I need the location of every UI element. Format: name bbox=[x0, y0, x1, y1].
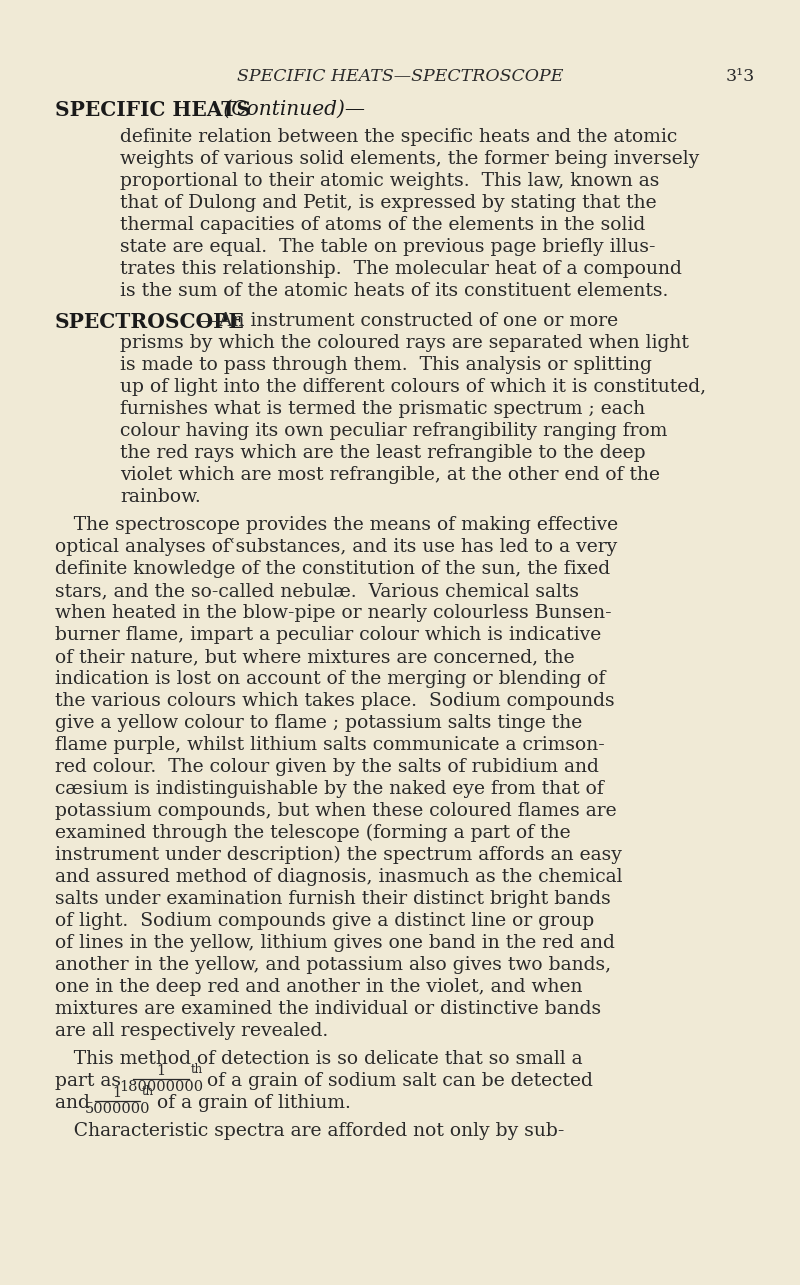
Text: and assured method of diagnosis, inasmuch as the chemical: and assured method of diagnosis, inasmuc… bbox=[55, 867, 622, 885]
Text: rainbow.: rainbow. bbox=[120, 488, 201, 506]
Text: SPECTROSCOPE: SPECTROSCOPE bbox=[55, 312, 245, 332]
Text: when heated in the blow-pipe or nearly colourless Bunsen-: when heated in the blow-pipe or nearly c… bbox=[55, 604, 612, 622]
Text: Characteristic spectra are afforded not only by sub-: Characteristic spectra are afforded not … bbox=[55, 1122, 564, 1140]
Text: red colour.  The colour given by the salts of rubidium and: red colour. The colour given by the salt… bbox=[55, 758, 599, 776]
Text: 1: 1 bbox=[157, 1064, 166, 1078]
Text: is the sum of the atomic heats of its constituent elements.: is the sum of the atomic heats of its co… bbox=[120, 281, 668, 299]
Text: the red rays which are the least refrangible to the deep: the red rays which are the least refrang… bbox=[120, 445, 646, 463]
Text: prisms by which the coloured rays are separated when light: prisms by which the coloured rays are se… bbox=[120, 334, 689, 352]
Text: of lines in the yellow, lithium gives one band in the red and: of lines in the yellow, lithium gives on… bbox=[55, 934, 615, 952]
Text: potassium compounds, but when these coloured flames are: potassium compounds, but when these colo… bbox=[55, 802, 617, 820]
Text: instrument under description) the spectrum affords an easy: instrument under description) the spectr… bbox=[55, 846, 622, 865]
Text: This method of detection is so delicate that so small a: This method of detection is so delicate … bbox=[55, 1050, 582, 1068]
Text: SPECIFIC HEATS—SPECTROSCOPE: SPECIFIC HEATS—SPECTROSCOPE bbox=[237, 68, 563, 85]
Text: state are equal.  The table on previous page briefly illus-: state are equal. The table on previous p… bbox=[120, 238, 655, 256]
Text: definite knowledge of the constitution of the sun, the fixed: definite knowledge of the constitution o… bbox=[55, 560, 610, 578]
Text: proportional to their atomic weights.  This law, known as: proportional to their atomic weights. Th… bbox=[120, 172, 659, 190]
Text: SPECIFIC HEATS: SPECIFIC HEATS bbox=[55, 100, 251, 120]
Text: indication is lost on account of the merging or blending of: indication is lost on account of the mer… bbox=[55, 669, 606, 687]
Text: —An instrument constructed of one or more: —An instrument constructed of one or mor… bbox=[200, 312, 618, 330]
Text: is made to pass through them.  This analysis or splitting: is made to pass through them. This analy… bbox=[120, 356, 652, 374]
Text: examined through the telescope (forming a part of the: examined through the telescope (forming … bbox=[55, 824, 570, 842]
Text: 1: 1 bbox=[113, 1086, 122, 1100]
Text: of a grain of sodium salt can be detected: of a grain of sodium salt can be detecte… bbox=[207, 1072, 593, 1090]
Text: violet which are most refrangible, at the other end of the: violet which are most refrangible, at th… bbox=[120, 466, 660, 484]
Text: of a grain of lithium.: of a grain of lithium. bbox=[157, 1094, 351, 1112]
Text: up of light into the different colours of which it is constituted,: up of light into the different colours o… bbox=[120, 378, 706, 396]
Text: th: th bbox=[142, 1085, 154, 1097]
Text: one in the deep red and another in the violet, and when: one in the deep red and another in the v… bbox=[55, 978, 582, 996]
Text: 180000000: 180000000 bbox=[119, 1079, 203, 1094]
Text: are all respectively revealed.: are all respectively revealed. bbox=[55, 1022, 328, 1040]
Text: mixtures are examined the individual or distinctive bands: mixtures are examined the individual or … bbox=[55, 1000, 601, 1018]
Text: 5000000: 5000000 bbox=[84, 1103, 150, 1115]
Text: the various colours which takes place.  Sodium compounds: the various colours which takes place. S… bbox=[55, 693, 614, 711]
Text: thermal capacities of atoms of the elements in the solid: thermal capacities of atoms of the eleme… bbox=[120, 216, 646, 234]
Text: trates this relationship.  The molecular heat of a compound: trates this relationship. The molecular … bbox=[120, 260, 682, 278]
Text: salts under examination furnish their distinct bright bands: salts under examination furnish their di… bbox=[55, 891, 610, 908]
Text: and: and bbox=[55, 1094, 96, 1112]
Text: of light.  Sodium compounds give a distinct line or group: of light. Sodium compounds give a distin… bbox=[55, 912, 594, 930]
Text: part as: part as bbox=[55, 1072, 127, 1090]
Text: colour having its own peculiar refrangibility ranging from: colour having its own peculiar refrangib… bbox=[120, 421, 667, 439]
Text: The spectroscope provides the means of making effective: The spectroscope provides the means of m… bbox=[55, 517, 618, 535]
Text: burner flame, impart a peculiar colour which is indicative: burner flame, impart a peculiar colour w… bbox=[55, 626, 602, 644]
Text: another in the yellow, and potassium also gives two bands,: another in the yellow, and potassium als… bbox=[55, 956, 611, 974]
Text: (Continued)—: (Continued)— bbox=[217, 100, 365, 120]
Text: of their nature, but where mixtures are concerned, the: of their nature, but where mixtures are … bbox=[55, 648, 574, 666]
Text: give a yellow colour to flame ; potassium salts tinge the: give a yellow colour to flame ; potassiu… bbox=[55, 714, 582, 732]
Text: 3¹3: 3¹3 bbox=[726, 68, 755, 85]
Text: flame purple, whilst lithium salts communicate a crimson-: flame purple, whilst lithium salts commu… bbox=[55, 736, 605, 754]
Text: th: th bbox=[191, 1063, 203, 1076]
Text: weights of various solid elements, the former being inversely: weights of various solid elements, the f… bbox=[120, 150, 699, 168]
Text: furnishes what is termed the prismatic spectrum ; each: furnishes what is termed the prismatic s… bbox=[120, 400, 645, 418]
Text: definite relation between the specific heats and the atomic: definite relation between the specific h… bbox=[120, 128, 678, 146]
Text: cæsium is indistinguishable by the naked eye from that of: cæsium is indistinguishable by the naked… bbox=[55, 780, 604, 798]
Text: that of Dulong and Petit, is expressed by stating that the: that of Dulong and Petit, is expressed b… bbox=[120, 194, 657, 212]
Text: optical analyses ofʿsubstances, and its use has led to a very: optical analyses ofʿsubstances, and its … bbox=[55, 538, 618, 556]
Text: stars, and the so-called nebulæ.  Various chemical salts: stars, and the so-called nebulæ. Various… bbox=[55, 582, 579, 600]
